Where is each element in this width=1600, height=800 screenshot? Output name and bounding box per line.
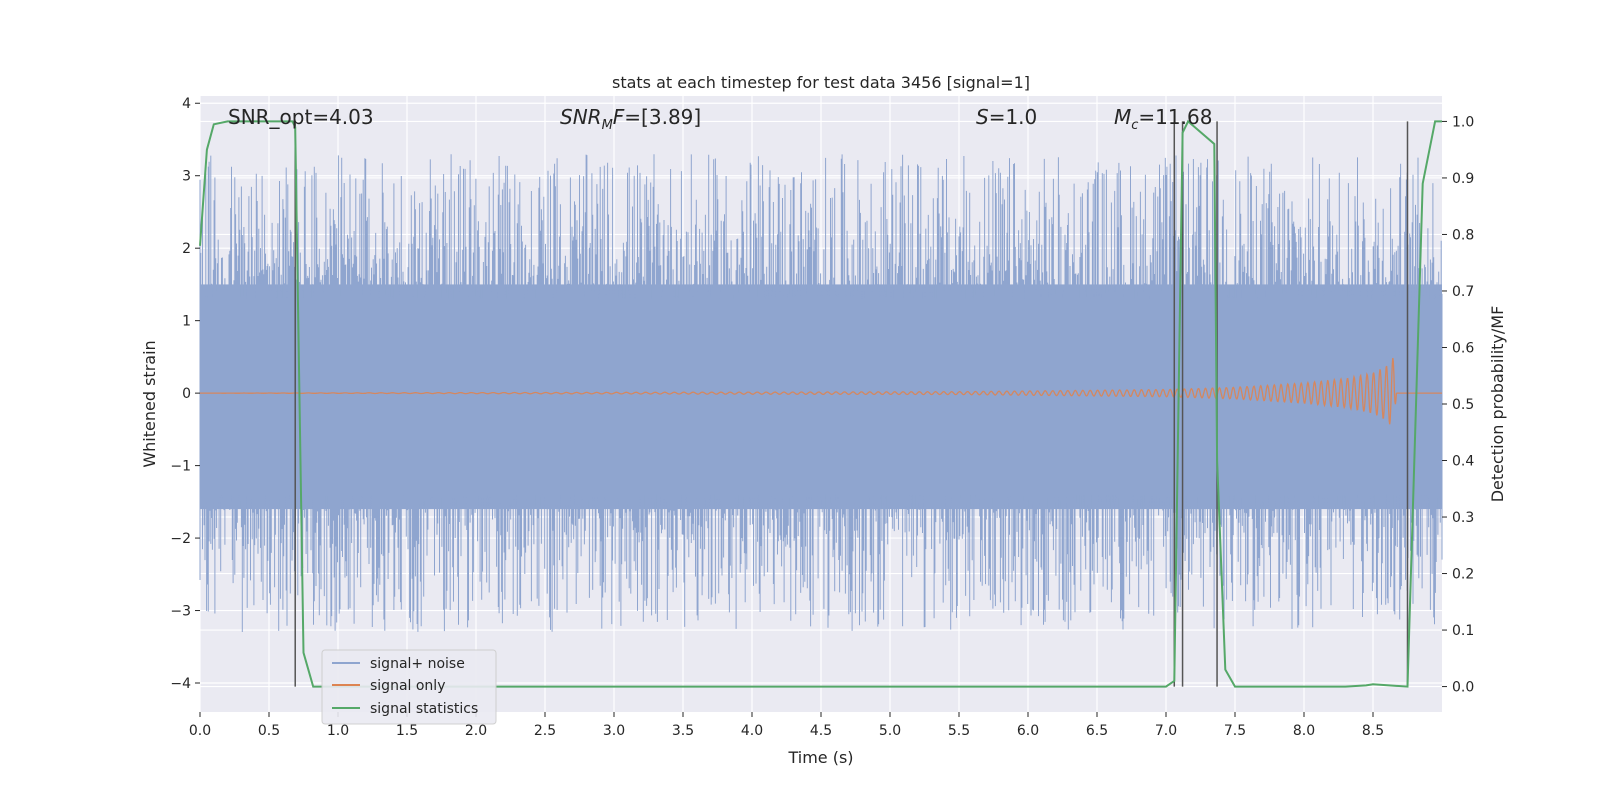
x-tick-label: 1.0 <box>327 723 349 739</box>
x-tick-label: 1.5 <box>396 723 418 739</box>
legend-frame <box>321 649 497 725</box>
x-tick-label: 8.0 <box>1293 723 1315 739</box>
signal-trace <box>200 357 1442 425</box>
chart-title: stats at each timestep for test data 345… <box>612 73 1030 92</box>
y-left-tick-label: 0 <box>182 386 191 402</box>
y-right-tick-label: 0.1 <box>1452 623 1474 639</box>
y-left-tick-label: 2 <box>182 241 191 257</box>
y-left-tick-label: 4 <box>182 96 191 112</box>
x-tick-label: 0.0 <box>189 723 211 739</box>
y-right-tick-label: 0.6 <box>1452 340 1474 356</box>
x-tick-label: 7.0 <box>1155 723 1177 739</box>
y-right-tick-label: 0.7 <box>1452 284 1474 300</box>
x-axis-ticks: 0.0 0.5 1.0 1.5 2.0 2.5 3.0 3.5 4.0 4.5 5.0 5.5 6.0 6… <box>189 712 1384 739</box>
x-tick-label: 4.5 <box>810 723 832 739</box>
x-tick-label: 8.5 <box>1362 723 1384 739</box>
y-right-tick-label: 1.0 <box>1452 114 1474 130</box>
y-right-tick-label: 0.3 <box>1452 510 1474 526</box>
y-left-axis-ticks: 4 3 2 1 0 −1 −2 −3 −4 <box>170 96 200 692</box>
x-tick-label: 3.5 <box>672 723 694 739</box>
x-tick-label: 4.0 <box>741 723 763 739</box>
x-tick-label: 0.5 <box>258 723 280 739</box>
y-left-tick-label: −3 <box>170 604 191 620</box>
x-tick-label: 5.0 <box>879 723 901 739</box>
y-right-tick-label: 0.4 <box>1452 454 1474 470</box>
y-left-tick-label: −1 <box>170 459 191 475</box>
legend-label-signal: signal only <box>370 678 445 694</box>
y-right-tick-label: 0.8 <box>1452 227 1474 243</box>
y-left-tick-label: −4 <box>170 676 191 692</box>
legend: signal+ noise signal only signal statist… <box>321 649 497 725</box>
svg-text:Mc=11.68: Mc=11.68 <box>1114 105 1212 133</box>
x-tick-label: 2.0 <box>465 723 487 739</box>
y-right-axis-ticks: 1.0 0.9 0.8 0.7 0.6 0.5 0.4 0.3 0.2 0.1 0.0 <box>1442 114 1474 696</box>
y-right-tick-label: 0.0 <box>1452 680 1474 696</box>
y-left-tick-label: 3 <box>182 169 191 185</box>
x-tick-label: 6.5 <box>1086 723 1108 739</box>
annotation-snr-opt: SNR_opt=4.03 <box>228 105 374 129</box>
y-left-axis-label: Whitened strain <box>140 340 159 467</box>
svg-text:S=1.0: S=1.0 <box>976 105 1037 129</box>
x-tick-label: 3.0 <box>603 723 625 739</box>
y-right-axis-label: Detection probability/MF <box>1488 306 1507 503</box>
x-tick-label: 5.5 <box>948 723 970 739</box>
annotation-mc: Mc=11.68 <box>1114 105 1212 133</box>
y-left-tick-label: 1 <box>182 314 191 330</box>
stats-trace <box>199 119 1442 688</box>
x-tick-label: 7.5 <box>1224 723 1246 739</box>
svg-text:SNRMF=[3.89]: SNRMF=[3.89] <box>560 105 701 133</box>
annotation-s: S=1.0 <box>976 105 1037 129</box>
series-signal-plus-noise <box>199 154 1443 632</box>
legend-label-stats: signal statistics <box>370 701 478 717</box>
x-tick-label: 6.0 <box>1017 723 1039 739</box>
series-signal-only <box>200 357 1442 425</box>
x-tick-label: 2.5 <box>534 723 556 739</box>
legend-label-noise: signal+ noise <box>370 656 465 672</box>
y-right-tick-label: 0.9 <box>1452 171 1474 187</box>
y-left-tick-label: −2 <box>170 531 191 547</box>
x-axis-label: Time (s) <box>787 748 853 767</box>
y-right-tick-label: 0.2 <box>1452 567 1474 583</box>
series-signal-statistics <box>199 119 1442 688</box>
y-right-tick-label: 0.5 <box>1452 397 1474 413</box>
annotation-snr-mf: SNRMF=[3.89] <box>560 105 701 133</box>
